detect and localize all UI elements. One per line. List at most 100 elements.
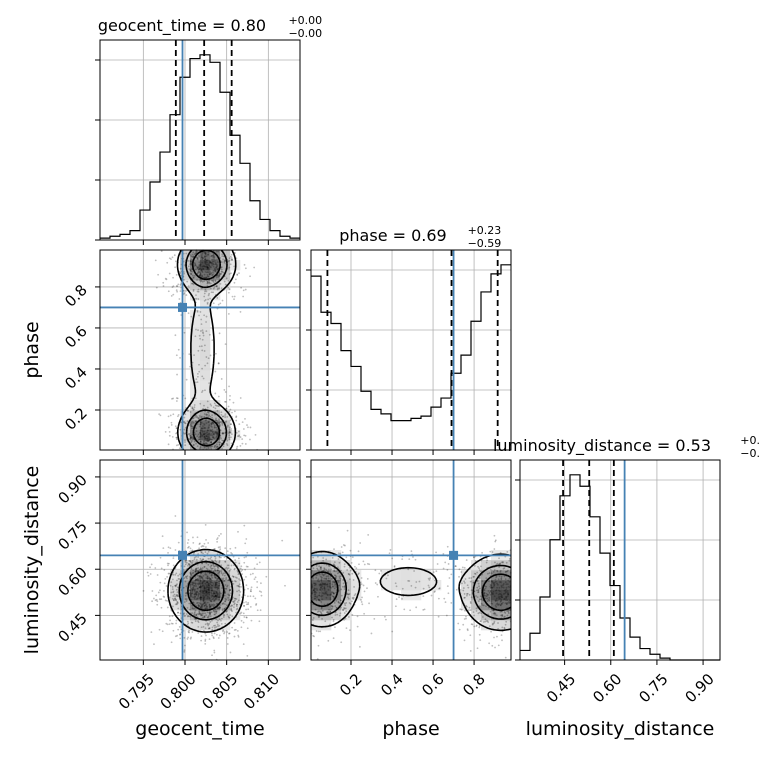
sample-point bbox=[206, 601, 209, 604]
density-cell bbox=[501, 620, 512, 631]
sample-point bbox=[220, 570, 223, 573]
sample-point bbox=[187, 259, 190, 262]
sample-point bbox=[202, 584, 204, 587]
sample-point bbox=[183, 577, 186, 579]
sample-point bbox=[200, 635, 203, 637]
sample-point bbox=[328, 580, 331, 582]
sample-point bbox=[499, 562, 502, 565]
sample-point bbox=[218, 443, 221, 446]
sample-point bbox=[238, 594, 241, 597]
density-cell bbox=[190, 290, 201, 301]
sample-point bbox=[195, 578, 197, 581]
sample-point bbox=[213, 257, 215, 259]
sample-point bbox=[194, 268, 197, 271]
sample-point bbox=[195, 579, 198, 581]
sample-point bbox=[204, 419, 207, 422]
sample-point bbox=[477, 591, 480, 593]
sample-point bbox=[227, 313, 230, 315]
sample-point bbox=[338, 577, 341, 579]
sample-point bbox=[208, 292, 211, 295]
sample-point bbox=[202, 599, 205, 602]
sample-point bbox=[346, 529, 349, 532]
sample-point bbox=[237, 530, 239, 533]
sample-point bbox=[201, 612, 204, 615]
sample-point bbox=[360, 601, 363, 603]
sample-point bbox=[423, 608, 426, 611]
sample-point bbox=[216, 261, 219, 263]
sample-point bbox=[498, 562, 501, 565]
sample-point bbox=[206, 607, 209, 610]
sample-point bbox=[203, 438, 206, 440]
sample-point bbox=[192, 584, 195, 587]
density-cell bbox=[200, 430, 211, 441]
sample-point bbox=[204, 638, 207, 641]
sample-point bbox=[343, 602, 346, 605]
sample-point bbox=[186, 531, 188, 534]
density-cell bbox=[180, 560, 191, 571]
sample-point bbox=[216, 445, 219, 448]
sample-point bbox=[221, 253, 224, 256]
sample-point bbox=[231, 575, 234, 578]
sample-point bbox=[352, 598, 355, 600]
sample-point bbox=[206, 577, 209, 580]
sample-point bbox=[320, 586, 322, 589]
sample-point bbox=[249, 275, 251, 278]
sample-point bbox=[487, 580, 490, 583]
sample-point bbox=[218, 592, 220, 595]
sample-point bbox=[462, 623, 465, 626]
sample-point bbox=[220, 420, 222, 423]
density-cell bbox=[190, 250, 201, 261]
sample-point bbox=[192, 607, 195, 610]
sample-point bbox=[200, 576, 203, 579]
sample-point bbox=[229, 589, 231, 591]
sample-point bbox=[201, 429, 203, 432]
sample-point bbox=[202, 617, 205, 619]
sample-point bbox=[355, 567, 358, 570]
sample-point bbox=[202, 581, 204, 583]
sample-point bbox=[202, 267, 205, 270]
sample-point bbox=[175, 588, 178, 591]
sample-point bbox=[168, 623, 171, 626]
sample-point bbox=[242, 643, 245, 646]
x-tick-label: 0.6 bbox=[418, 670, 448, 700]
sample-point bbox=[325, 568, 328, 571]
sample-point bbox=[312, 589, 315, 592]
sample-point bbox=[229, 423, 232, 426]
sample-point bbox=[329, 597, 332, 599]
sample-point bbox=[317, 598, 320, 601]
sample-point bbox=[493, 611, 496, 614]
sample-point bbox=[208, 414, 211, 417]
sample-point bbox=[340, 569, 342, 572]
sample-point bbox=[191, 562, 193, 564]
sample-point bbox=[216, 595, 218, 598]
sample-point bbox=[206, 281, 209, 284]
sample-point bbox=[219, 436, 222, 439]
sample-point bbox=[338, 614, 341, 617]
sample-point bbox=[228, 589, 231, 592]
sample-point bbox=[332, 581, 334, 584]
density-cell bbox=[190, 350, 201, 361]
sample-point bbox=[327, 610, 329, 613]
sample-point bbox=[219, 606, 221, 609]
sample-point bbox=[216, 421, 219, 424]
sample-point bbox=[196, 578, 199, 581]
density-cell bbox=[210, 570, 221, 581]
sample-point bbox=[166, 623, 169, 626]
sample-point bbox=[207, 563, 210, 566]
sample-point bbox=[190, 587, 193, 590]
sample-point bbox=[189, 560, 192, 563]
sample-point bbox=[194, 568, 197, 571]
sample-point bbox=[230, 433, 233, 436]
sample-point bbox=[243, 616, 246, 618]
sample-point bbox=[331, 607, 333, 610]
sample-point bbox=[207, 411, 210, 414]
density-cell bbox=[351, 590, 362, 601]
sample-point bbox=[199, 596, 202, 599]
sample-point bbox=[226, 579, 229, 582]
sample-point bbox=[205, 562, 208, 565]
sample-point bbox=[167, 572, 170, 575]
sample-point bbox=[206, 597, 209, 600]
sample-point bbox=[199, 435, 201, 438]
density-cell bbox=[311, 620, 322, 631]
density-cell bbox=[180, 590, 191, 601]
